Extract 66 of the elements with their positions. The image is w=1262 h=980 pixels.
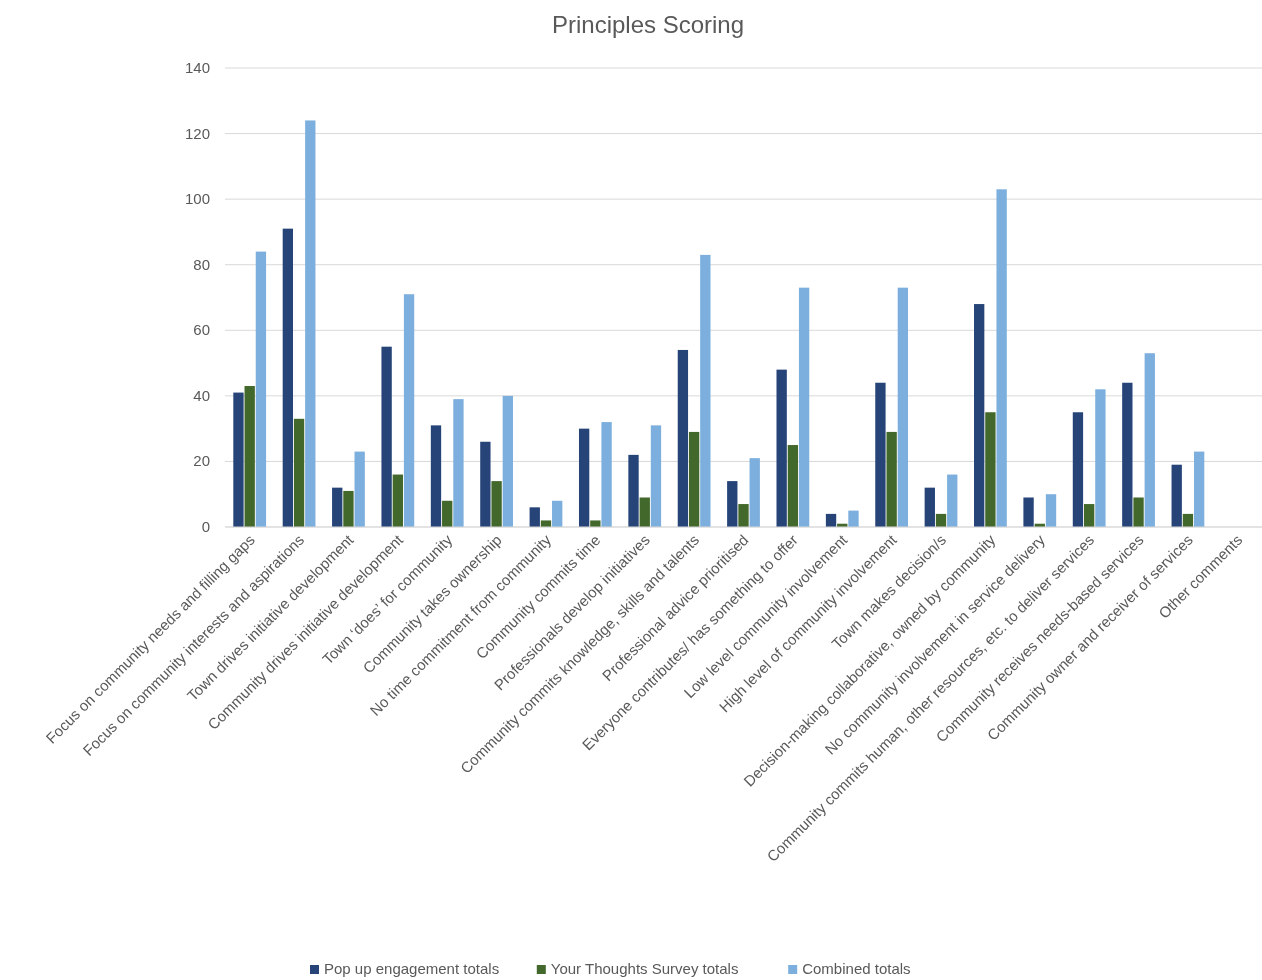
bar bbox=[502, 395, 513, 527]
bar bbox=[1144, 353, 1155, 527]
bar bbox=[650, 425, 662, 527]
bar bbox=[924, 487, 935, 527]
y-tick-label: 60 bbox=[193, 321, 210, 339]
legend-label: Combined totals bbox=[802, 960, 911, 977]
bar bbox=[1072, 412, 1084, 527]
y-tick-label: 0 bbox=[201, 518, 210, 535]
bar bbox=[282, 228, 294, 527]
bar bbox=[244, 386, 255, 527]
bar bbox=[305, 120, 316, 527]
bar bbox=[491, 481, 502, 527]
bar bbox=[601, 422, 612, 527]
bar bbox=[875, 382, 886, 527]
bar bbox=[886, 431, 897, 527]
bar bbox=[552, 500, 563, 527]
bar bbox=[578, 428, 590, 527]
bar bbox=[700, 254, 711, 527]
y-tick-label: 140 bbox=[184, 59, 210, 76]
y-tick-label: 100 bbox=[184, 190, 210, 208]
bar bbox=[996, 189, 1007, 527]
bar bbox=[1193, 451, 1205, 527]
y-tick-label: 80 bbox=[193, 255, 210, 273]
bar bbox=[343, 490, 354, 527]
bar bbox=[392, 474, 403, 527]
y-tick-label: 120 bbox=[184, 124, 210, 142]
bar bbox=[628, 454, 639, 527]
bar bbox=[233, 392, 244, 527]
legend-label: Your Thoughts Survey totals bbox=[550, 960, 739, 977]
bar bbox=[529, 507, 540, 527]
bar bbox=[974, 304, 985, 527]
bar bbox=[727, 481, 738, 527]
bar bbox=[1084, 504, 1095, 527]
bar bbox=[776, 369, 787, 527]
bar bbox=[442, 500, 453, 527]
bar bbox=[798, 287, 810, 527]
bar bbox=[1122, 382, 1133, 527]
bar bbox=[1045, 494, 1057, 527]
bar bbox=[677, 349, 689, 527]
y-tick-label: 20 bbox=[193, 452, 210, 470]
bar bbox=[639, 497, 650, 527]
chart-title: Principles Scoring bbox=[551, 11, 745, 38]
bar bbox=[848, 510, 859, 527]
bar bbox=[1133, 497, 1144, 527]
bar bbox=[453, 399, 464, 527]
bar bbox=[1095, 389, 1106, 527]
bar bbox=[255, 251, 267, 527]
legend-label: Pop up engagement totals bbox=[324, 960, 500, 977]
bar bbox=[381, 346, 392, 527]
y-tick-label: 40 bbox=[193, 386, 210, 404]
bar bbox=[293, 418, 305, 527]
bar bbox=[430, 425, 442, 527]
bar bbox=[590, 520, 601, 527]
bar bbox=[749, 458, 760, 527]
bar bbox=[480, 441, 491, 527]
bar bbox=[985, 412, 996, 527]
bar bbox=[688, 431, 700, 527]
bar bbox=[354, 451, 365, 527]
bar bbox=[332, 487, 343, 527]
bar bbox=[947, 474, 958, 527]
bar bbox=[1171, 464, 1182, 527]
bar bbox=[1023, 497, 1034, 527]
bar bbox=[403, 294, 415, 527]
bar bbox=[738, 504, 749, 527]
bar bbox=[787, 445, 799, 527]
bar bbox=[897, 287, 909, 527]
